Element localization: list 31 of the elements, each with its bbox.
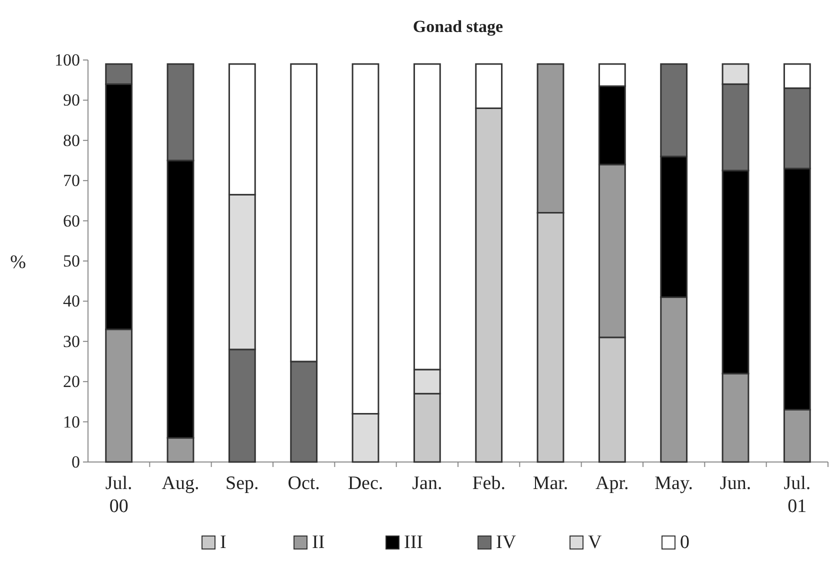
x-tick-label: Dec.	[348, 473, 384, 494]
x-tick-label: Jul. 01	[784, 473, 811, 517]
chart-title: Gonad stage	[412, 17, 504, 36]
x-tick-label: May.	[654, 473, 694, 494]
legend-label: V	[588, 532, 602, 553]
y-tick-label: 70	[63, 171, 80, 190]
y-tick-label: 0	[72, 452, 80, 472]
x-tick-label: Aug.	[162, 473, 200, 494]
y-tick-label: 20	[63, 372, 80, 392]
legend-label: II	[312, 532, 325, 553]
legend-label: I	[220, 532, 226, 553]
y-tick-label: 40	[63, 292, 80, 311]
y-tick-label: 60	[63, 211, 80, 230]
y-tick-label: 100	[54, 50, 80, 70]
x-tick-label: Oct.	[288, 473, 320, 494]
x-tick-label: Jan.	[412, 473, 442, 494]
y-tick-label: 30	[63, 332, 80, 351]
x-tick-label: Apr.	[596, 473, 629, 494]
legend-label: 0	[680, 532, 690, 553]
y-axis-title: %	[10, 252, 26, 273]
y-tick-label: 90	[63, 90, 80, 110]
legend-label: III	[404, 532, 423, 553]
y-tick-label: 50	[63, 251, 80, 270]
x-tick-label: Mar.	[532, 473, 568, 494]
x-tick-label: Feb.	[472, 473, 506, 494]
x-tick-label: Sep.	[226, 473, 259, 494]
y-tick-label: 10	[63, 412, 80, 432]
y-tick-label: 80	[63, 130, 80, 150]
x-tick-label: Jul. 00	[105, 473, 132, 517]
legend-label: IV	[496, 532, 516, 553]
x-tick-label: Jun.	[720, 473, 752, 494]
